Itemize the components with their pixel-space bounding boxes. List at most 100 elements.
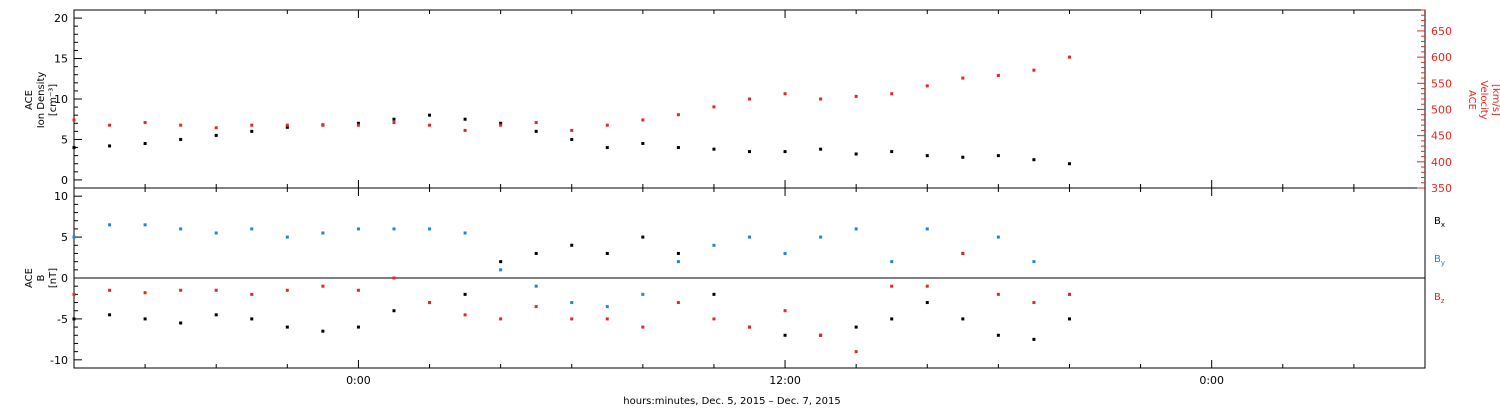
data-point-by (285, 235, 289, 239)
data-point-by (214, 231, 218, 235)
data-point-velocity (712, 105, 716, 109)
data-point-ion-density (605, 146, 609, 150)
top-y-tick-label: 10 (54, 93, 68, 106)
top-y2label-line-1: ACE (1466, 90, 1477, 110)
data-point-ion-density (712, 147, 716, 151)
data-point-ion-density (428, 113, 432, 117)
data-point-by (356, 227, 360, 231)
data-point-ion-density (961, 155, 965, 159)
data-point-velocity (605, 123, 609, 127)
data-point-ion-density (925, 154, 929, 158)
data-point-bx (72, 317, 76, 321)
data-point-bx (250, 317, 254, 321)
data-point-bz (854, 350, 858, 354)
bottom-ylabel-line-3: [nT] (48, 268, 59, 288)
data-point-velocity (534, 121, 538, 125)
x-tick-label: 0:00 (346, 374, 371, 387)
data-point-velocity (214, 126, 218, 130)
data-point-ion-density (143, 142, 147, 145)
top-y2-tick-label: 450 (1431, 130, 1452, 143)
data-point-by (712, 243, 716, 247)
data-point-bx (961, 317, 965, 321)
bottom-y-tick-label: -5 (57, 313, 68, 326)
data-point-ion-density (1067, 162, 1071, 166)
data-point-by (996, 235, 1000, 239)
data-point-ion-density (996, 154, 1000, 158)
data-point-ion-density (356, 121, 360, 125)
data-point-velocity (961, 76, 965, 80)
data-point-bz (961, 251, 965, 255)
data-point-ion-density (819, 147, 823, 151)
top-y2-tick-label: 400 (1431, 156, 1452, 169)
data-point-velocity (819, 97, 823, 101)
data-point-bx (641, 235, 645, 239)
data-point-bx (996, 333, 1000, 337)
data-point-bx (854, 325, 858, 329)
top-ylabel-line-1: ACE (24, 90, 35, 110)
data-point-ion-density (499, 121, 503, 125)
data-point-ion-density (179, 137, 183, 141)
data-point-velocity (250, 123, 254, 127)
data-point-velocity (996, 73, 1000, 77)
top-y-tick-label: 5 (61, 133, 68, 146)
x-axis-label: hours:minutes, Dec. 5, 2015 – Dec. 7, 20… (623, 396, 840, 407)
data-point-velocity (676, 113, 680, 117)
data-point-velocity (748, 97, 751, 101)
data-point-bz (285, 288, 289, 292)
data-point-velocity (890, 92, 894, 96)
data-point-bz (605, 317, 609, 321)
top-y2label-line-2: Velocity (1478, 80, 1489, 119)
data-point-velocity (356, 123, 360, 127)
data-point-bz (996, 292, 1000, 296)
data-point-velocity (925, 84, 929, 88)
data-point-ion-density (108, 144, 112, 148)
data-point-bz (72, 292, 76, 296)
top-ylabel-line-3: [cm⁻³] (48, 84, 59, 116)
top-y2-tick-label: 650 (1431, 25, 1452, 38)
data-point-bx (712, 292, 716, 296)
legend-by: By (1434, 254, 1445, 267)
top-y-tick-label: 0 (61, 174, 68, 187)
data-point-bx (214, 313, 218, 317)
bottom-y-tick-label: 10 (54, 190, 68, 203)
data-point-bz (534, 305, 538, 309)
bottom-y-tick-label: 5 (61, 231, 68, 244)
top-ylabel-line-2: Ion Density (36, 72, 47, 129)
data-point-bz (392, 276, 396, 280)
data-point-by (748, 235, 751, 239)
legend-bz: Bz (1434, 292, 1445, 305)
top-y-tick-label: 15 (54, 53, 68, 66)
data-point-velocity (641, 118, 645, 122)
data-point-by (179, 227, 183, 231)
data-point-velocity (570, 128, 574, 132)
data-point-bx (605, 251, 609, 255)
data-point-ion-density (676, 146, 680, 150)
data-point-bz (641, 325, 645, 329)
data-point-bx (570, 243, 574, 247)
data-point-bz (499, 317, 503, 321)
data-point-by (570, 301, 574, 305)
data-point-bz (356, 288, 360, 292)
data-point-bz (748, 325, 751, 329)
data-point-ion-density (534, 129, 538, 133)
data-point-by (143, 223, 147, 227)
data-point-bx (285, 325, 289, 329)
data-point-bx (925, 301, 929, 305)
data-point-by (108, 223, 112, 227)
data-point-velocity (499, 123, 503, 127)
data-point-by (392, 227, 396, 231)
bottom-ylabel-line-1: ACE (24, 268, 35, 288)
data-point-velocity (1032, 68, 1036, 72)
data-point-bz (890, 284, 894, 288)
x-tick-label: 12:00 (769, 374, 801, 387)
data-point-velocity (783, 92, 787, 96)
data-point-bx (356, 325, 360, 329)
data-point-by (534, 284, 538, 288)
data-point-bz (1032, 301, 1036, 305)
data-point-bz (783, 309, 787, 313)
data-point-bz (676, 301, 680, 305)
top-y2-tick-label: 350 (1431, 182, 1452, 195)
data-point-bz (179, 288, 183, 292)
data-point-velocity (1067, 55, 1071, 59)
